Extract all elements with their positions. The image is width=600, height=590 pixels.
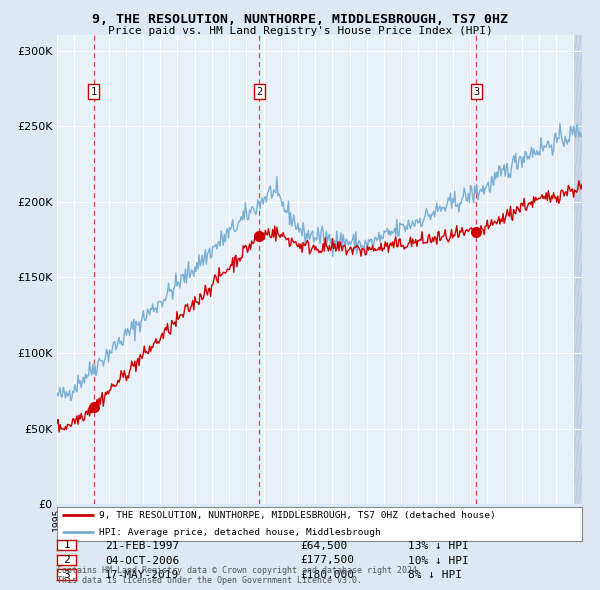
Text: 21-FEB-1997: 21-FEB-1997 (105, 541, 179, 550)
Text: 3: 3 (473, 87, 479, 97)
Text: 04-OCT-2006: 04-OCT-2006 (105, 556, 179, 565)
Text: 3: 3 (63, 570, 70, 579)
Text: Price paid vs. HM Land Registry's House Price Index (HPI): Price paid vs. HM Land Registry's House … (107, 26, 493, 36)
Polygon shape (574, 35, 582, 504)
Text: 2: 2 (63, 555, 70, 565)
Text: 10% ↓ HPI: 10% ↓ HPI (408, 556, 469, 565)
Text: 8% ↓ HPI: 8% ↓ HPI (408, 571, 462, 580)
Text: 2: 2 (256, 87, 262, 97)
Text: 9, THE RESOLUTION, NUNTHORPE, MIDDLESBROUGH, TS7 0HZ (detached house): 9, THE RESOLUTION, NUNTHORPE, MIDDLESBRO… (99, 511, 496, 520)
Text: 17-MAY-2019: 17-MAY-2019 (105, 571, 179, 580)
Text: 1: 1 (63, 540, 70, 550)
Text: 9, THE RESOLUTION, NUNTHORPE, MIDDLESBROUGH, TS7 0HZ: 9, THE RESOLUTION, NUNTHORPE, MIDDLESBRO… (92, 13, 508, 26)
Text: 1: 1 (91, 87, 97, 97)
Text: £177,500: £177,500 (300, 556, 354, 565)
Text: Contains HM Land Registry data © Crown copyright and database right 2024.
This d: Contains HM Land Registry data © Crown c… (57, 566, 422, 585)
Text: 13% ↓ HPI: 13% ↓ HPI (408, 541, 469, 550)
Text: HPI: Average price, detached house, Middlesbrough: HPI: Average price, detached house, Midd… (99, 528, 381, 537)
Text: £64,500: £64,500 (300, 541, 347, 550)
Text: £180,000: £180,000 (300, 571, 354, 580)
